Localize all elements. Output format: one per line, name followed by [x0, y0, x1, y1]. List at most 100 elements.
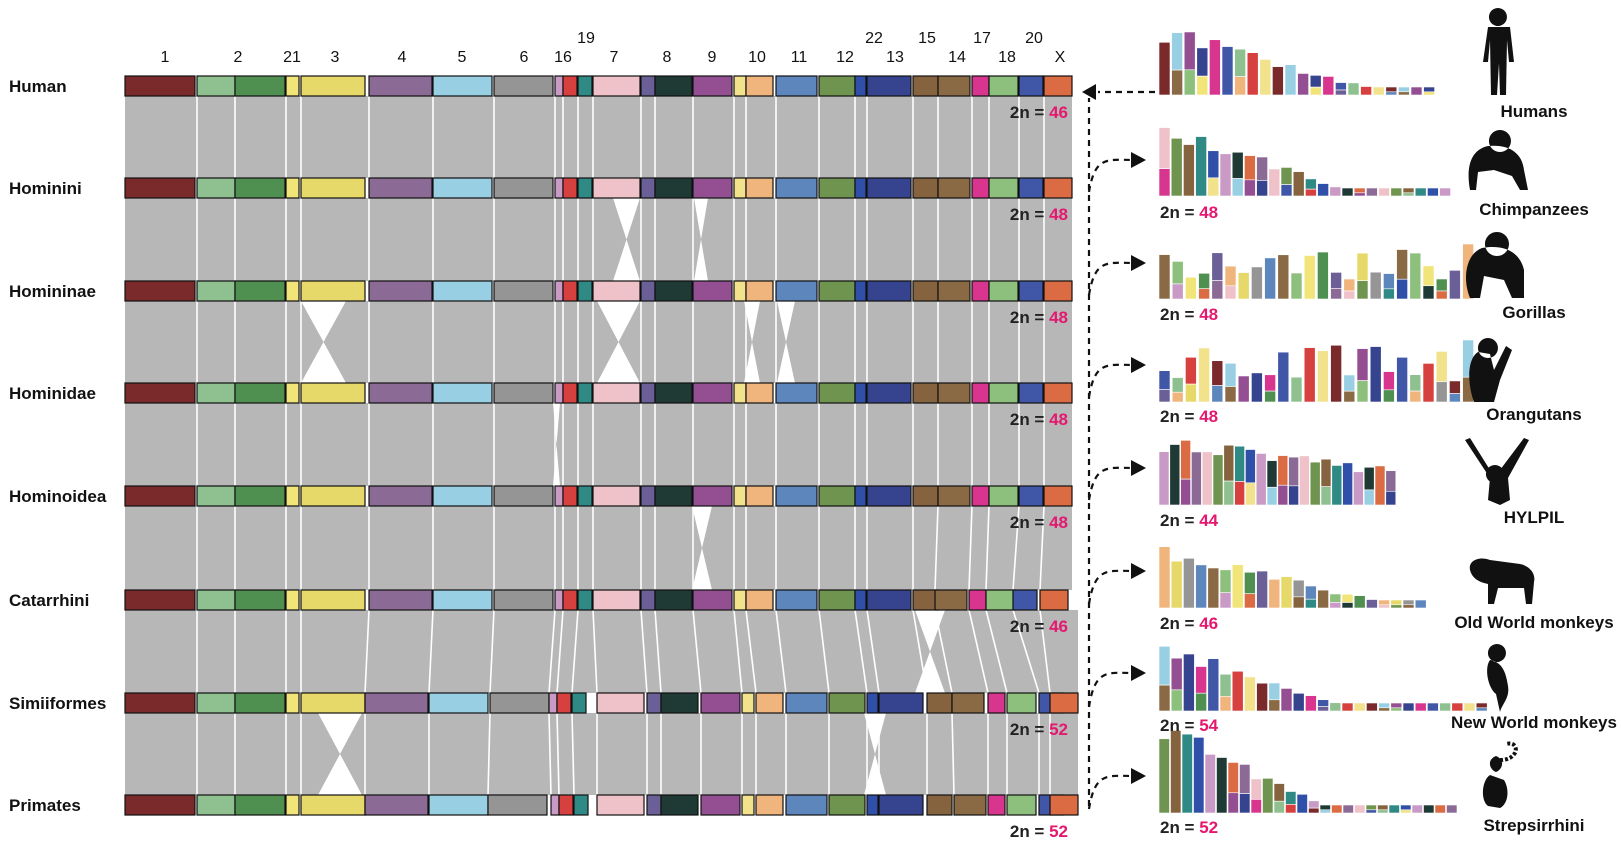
chr-segment-6	[493, 485, 554, 507]
species-chromosome	[1170, 730, 1182, 814]
chr-segment-16b	[562, 177, 578, 199]
chr-segment-20	[1018, 382, 1044, 404]
species-chromosome	[1414, 702, 1427, 712]
species-chromosome	[1435, 278, 1448, 292]
species-chromosome	[1317, 706, 1329, 712]
chr-segment-8a	[646, 794, 662, 816]
species-chromosome	[1390, 707, 1403, 712]
species-chromosome	[1158, 738, 1170, 814]
chr-segment-9	[692, 382, 733, 404]
species-karyotype-1	[1158, 127, 1451, 197]
species-chromosome	[1273, 783, 1285, 802]
species-chromosome	[1158, 451, 1170, 506]
species-chromosome	[1256, 682, 1268, 712]
chr-segment-8b	[654, 75, 693, 97]
chr-segment-17	[971, 382, 990, 404]
chr-segment-21	[285, 177, 300, 199]
species-chromosome	[1196, 75, 1209, 96]
karyotype-tracks	[124, 75, 1079, 816]
chr-segment-10b	[755, 794, 784, 816]
species-chromosome	[1223, 444, 1235, 482]
synteny-band	[125, 198, 1072, 281]
chr-segment-22	[854, 177, 867, 199]
chr-segment-10b	[745, 589, 774, 611]
chr-segment-10a	[733, 382, 747, 404]
chr-segment-3	[300, 177, 366, 199]
synteny-band	[125, 96, 1072, 178]
chr-segment-12	[818, 280, 856, 302]
chr-segment-10a	[733, 177, 747, 199]
chromosome-label: 20	[1025, 30, 1043, 47]
chr-segment-21	[285, 75, 300, 97]
species-chromosome	[1292, 693, 1305, 712]
chr-segment-13	[866, 382, 912, 404]
chromosome-label: 7	[610, 49, 619, 66]
diploid-value: 48	[1049, 410, 1068, 429]
species-chromosome	[1439, 187, 1451, 197]
species-chromosome	[1449, 270, 1461, 300]
chr-segment-12	[818, 382, 856, 404]
species-chromosome	[1427, 187, 1439, 197]
chr-segment-4	[368, 75, 433, 97]
species-karyotype-5	[1158, 546, 1427, 609]
species-chromosome	[1292, 171, 1305, 197]
chr-segment-2a	[196, 177, 236, 199]
species-chromosome	[1369, 271, 1382, 300]
species-chromosome	[1158, 646, 1171, 686]
species-chromosome	[1374, 465, 1386, 506]
chr-segment-21	[285, 280, 300, 302]
species-karyotype-6	[1158, 646, 1488, 712]
chr-segment-10a	[741, 692, 755, 714]
chr-segment-2b	[234, 692, 286, 714]
species-chromosome	[1353, 187, 1366, 194]
chr-segment-8a	[640, 177, 656, 199]
species-chromosome	[1158, 41, 1171, 96]
species-chromosome	[1277, 351, 1290, 403]
synteny-band	[125, 713, 1078, 795]
chromosome-label: 14	[948, 49, 966, 66]
chr-segment-15	[912, 382, 939, 404]
chr-segment-5	[432, 75, 493, 97]
species-chromosome	[1272, 66, 1284, 96]
chr-segment-10b	[755, 692, 784, 714]
species-chromosome	[1390, 702, 1403, 709]
species-chromosome	[1280, 184, 1293, 197]
species-diploid-number: 2n = 48	[1160, 407, 1218, 426]
species-chromosome	[1290, 376, 1303, 403]
chr-segment-2a	[196, 589, 236, 611]
synteny-boundary	[487, 712, 491, 796]
chr-segment-10b	[745, 280, 774, 302]
chr-segment-8a	[640, 280, 656, 302]
species-chromosome	[1343, 390, 1356, 403]
chr-segment-9	[692, 280, 733, 302]
chr-segment-2b	[234, 589, 286, 611]
chr-segment-7	[592, 382, 641, 404]
diploid-number: 2n = 48	[1010, 410, 1068, 429]
species-chromosome	[1169, 444, 1181, 506]
chr-segment-9	[692, 177, 733, 199]
dashed-arrow	[1087, 671, 1135, 708]
chr-segment-6	[493, 75, 554, 97]
chr-segment-12	[818, 177, 856, 199]
arrowhead	[1131, 665, 1146, 681]
chr-segment-8b	[654, 177, 693, 199]
synteny-boundary	[640, 609, 648, 694]
chr-segment-16b	[562, 589, 578, 611]
diploid-number: 2n = 52	[1010, 720, 1068, 739]
diploid-label: 2n =	[1010, 513, 1049, 532]
chr-segment-21	[285, 382, 300, 404]
chr-segment-13	[878, 692, 924, 714]
chr-segment-16a	[554, 485, 564, 507]
chr-segment-9	[692, 75, 733, 97]
species-chromosome	[1356, 280, 1369, 300]
species-chromosome	[1305, 188, 1317, 197]
chromosome-label: X	[1055, 49, 1066, 66]
chr-segment-17	[971, 280, 990, 302]
chr-segment-14	[953, 794, 987, 816]
species-chromosome	[1378, 187, 1390, 197]
chromosome-label: 15	[918, 30, 936, 47]
inversion-mark	[597, 301, 640, 383]
species-chromosome	[1231, 670, 1244, 712]
species-chromosome	[1219, 569, 1232, 594]
